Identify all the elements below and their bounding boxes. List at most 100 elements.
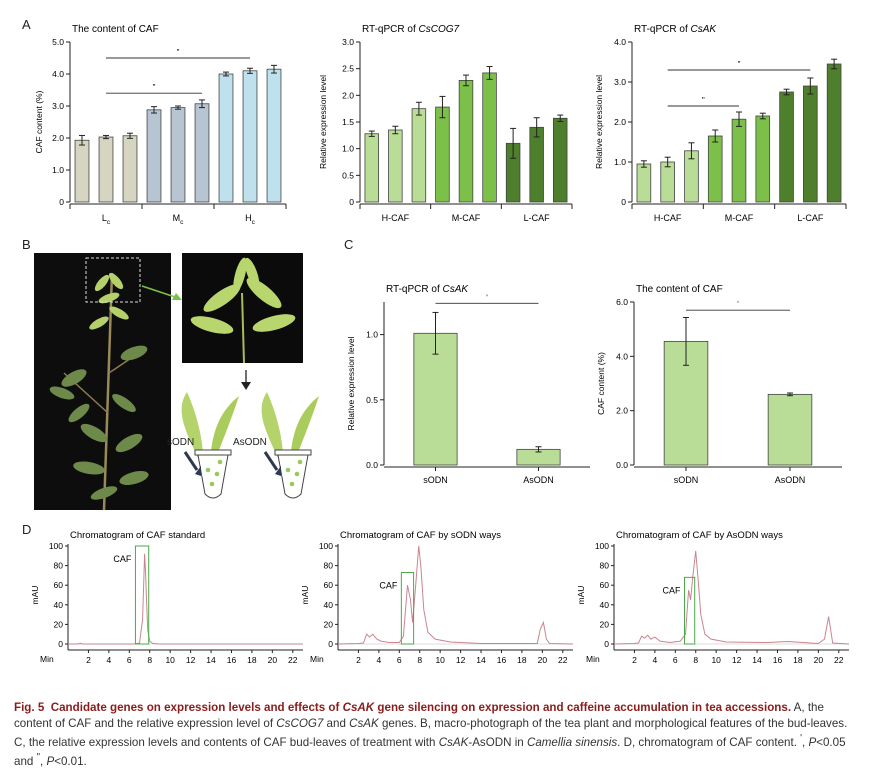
y-tick-label: 40: [54, 600, 64, 610]
y-tick-label: 80: [600, 561, 610, 571]
y-tick-label: 4.0: [52, 69, 64, 79]
x-axis-label: Min: [40, 654, 54, 664]
chromatogram-title: Chromatogram of CAF by sODN ways: [340, 530, 501, 541]
group-label: Hc: [245, 213, 256, 226]
x-category-label: AsODN: [775, 475, 806, 485]
chromatogram-trace: [613, 550, 850, 645]
y-tick-label: 40: [600, 600, 610, 610]
y-tick-label: 20: [324, 619, 334, 629]
chart-csak-expression-a: RT-qPCR of CsAK 0 1.0 2.0 3.0 4.0 Relative exp…: [594, 24, 847, 223]
y-axis-label: mAU: [300, 586, 310, 605]
x-tick-label: 14: [752, 655, 762, 665]
chromatogram-sodn: Chromatogram of CAF by sODN ways 0 20 40 60 8…: [300, 530, 574, 665]
x-tick-label: 16: [497, 655, 507, 665]
bar: [122, 135, 138, 203]
x-tick-label: 10: [711, 655, 721, 665]
y-tick-label: 6.0: [616, 297, 628, 307]
caption-species: Camellia sinensis: [526, 735, 618, 749]
panel-letter-c: C: [344, 237, 354, 252]
x-tick-label: 18: [247, 655, 257, 665]
y-axis-label: mAU: [576, 586, 586, 605]
caption-sig1-text: <0.05 and: [14, 735, 846, 769]
x-tick-label: 6: [673, 655, 678, 665]
group-label: Lc: [102, 213, 111, 226]
y-axis-label: Relative expression level: [594, 75, 604, 169]
bar: [364, 133, 380, 203]
figure-caption: Fig. 5 Candidate genes on expression lev…: [14, 701, 848, 769]
y-tick-label: 20: [600, 619, 610, 629]
y-tick-label: 2.5: [342, 64, 354, 74]
x-tick-label: 16: [227, 655, 237, 665]
down-arrow-icon: [241, 370, 251, 390]
y-tick-label: 1.0: [52, 165, 64, 175]
group-label: Mc: [173, 213, 185, 226]
chart-caf-content-c: The content of CAF 0.0 2.0 4.0 6.0 CAF conten…: [596, 284, 842, 485]
caption-text-4: -AsODN in: [468, 735, 527, 749]
zoom-arrow-icon: [141, 285, 182, 300]
significance-mark: ": [702, 96, 705, 105]
caption-sig1-mark: ': [800, 733, 803, 744]
y-tick-label: 0: [604, 639, 609, 649]
y-tick-label: 0.0: [616, 460, 628, 470]
chart-title: RT-qPCR of CsAK: [634, 24, 717, 35]
y-tick-label: 1.0: [366, 330, 378, 340]
y-tick-label: 3.0: [614, 77, 626, 87]
y-axis-label: mAU: [30, 586, 40, 605]
bar: [803, 85, 818, 203]
y-tick-label: 0.0: [366, 460, 378, 470]
bar: [411, 108, 427, 203]
significance-mark: ": [738, 60, 741, 69]
x-tick-label: 8: [417, 655, 422, 665]
bar: [194, 103, 210, 203]
bar: [458, 80, 474, 203]
bar: [266, 68, 282, 203]
chart-csak-expression-c: RT-qPCR of CsAK 0.0 0.5 1.0 Relative express…: [346, 284, 590, 485]
chromatogram-title: Chromatogram of CAF by AsODN ways: [616, 530, 783, 541]
caf-peak-label: CAF: [379, 580, 398, 590]
bar: [767, 393, 813, 466]
bar: [660, 161, 675, 203]
y-tick-label: 80: [54, 561, 64, 571]
chart-cscog7-expression: RT-qPCR of CsCOG7 0 0.5 1.0 1.5 2.0 2.5 3.0 Rela…: [318, 24, 573, 223]
x-tick-label: 8: [147, 655, 152, 665]
y-tick-label: 0: [328, 639, 333, 649]
bud-leaves-illustration: [190, 257, 296, 363]
x-tick-label: 10: [165, 655, 175, 665]
caption-p-letter-1: P: [808, 735, 817, 749]
bar: [707, 135, 723, 203]
caf-peak-label: CAF: [663, 585, 682, 595]
bar: [755, 115, 771, 203]
y-tick-label: 5.0: [52, 37, 64, 47]
caption-text-1: A, the content of CAF and the relative e…: [14, 701, 824, 730]
y-tick-label: 60: [600, 580, 610, 590]
bar: [388, 129, 403, 203]
x-tick-label: 2: [86, 655, 91, 665]
x-tick-label: 12: [732, 655, 742, 665]
x-tick-label: 10: [435, 655, 445, 665]
caption-p-letter-2: P: [46, 755, 55, 769]
y-tick-label: 100: [49, 541, 63, 551]
chromatogram-title: Chromatogram of CAF standard: [70, 530, 205, 541]
bar: [435, 106, 450, 203]
y-tick-label: 2.0: [614, 117, 626, 127]
bar: [74, 139, 90, 203]
caption-head-2: gene silencing on expression and caffein…: [374, 701, 792, 714]
x-tick-label: 6: [127, 655, 132, 665]
tube-sodn: [181, 392, 239, 499]
tube-label-asodn: AsODN: [233, 437, 267, 448]
bar: [779, 91, 794, 203]
chart-title: The content of CAF: [72, 24, 159, 35]
y-tick-label: 0: [59, 197, 64, 207]
x-tick-label: 8: [693, 655, 698, 665]
tube-label-sodn: sODN: [167, 437, 194, 448]
y-tick-label: 100: [319, 541, 333, 551]
panel-letter-b: B: [22, 237, 31, 252]
chromatogram-caf-standard: Chromatogram of CAF standard 0 20 40 60 80 100…: [30, 530, 303, 665]
caption-text-5: . D, chromatogram of CAF content.: [617, 735, 801, 749]
x-axis-label: Min: [310, 654, 324, 664]
group-label: L-CAF: [524, 213, 551, 223]
caption-sig2-text: <0.01.: [54, 755, 87, 769]
y-tick-label: 2.0: [616, 406, 628, 416]
x-tick-label: 12: [456, 655, 466, 665]
tubes-illustration: sODN AsODN: [167, 392, 319, 499]
